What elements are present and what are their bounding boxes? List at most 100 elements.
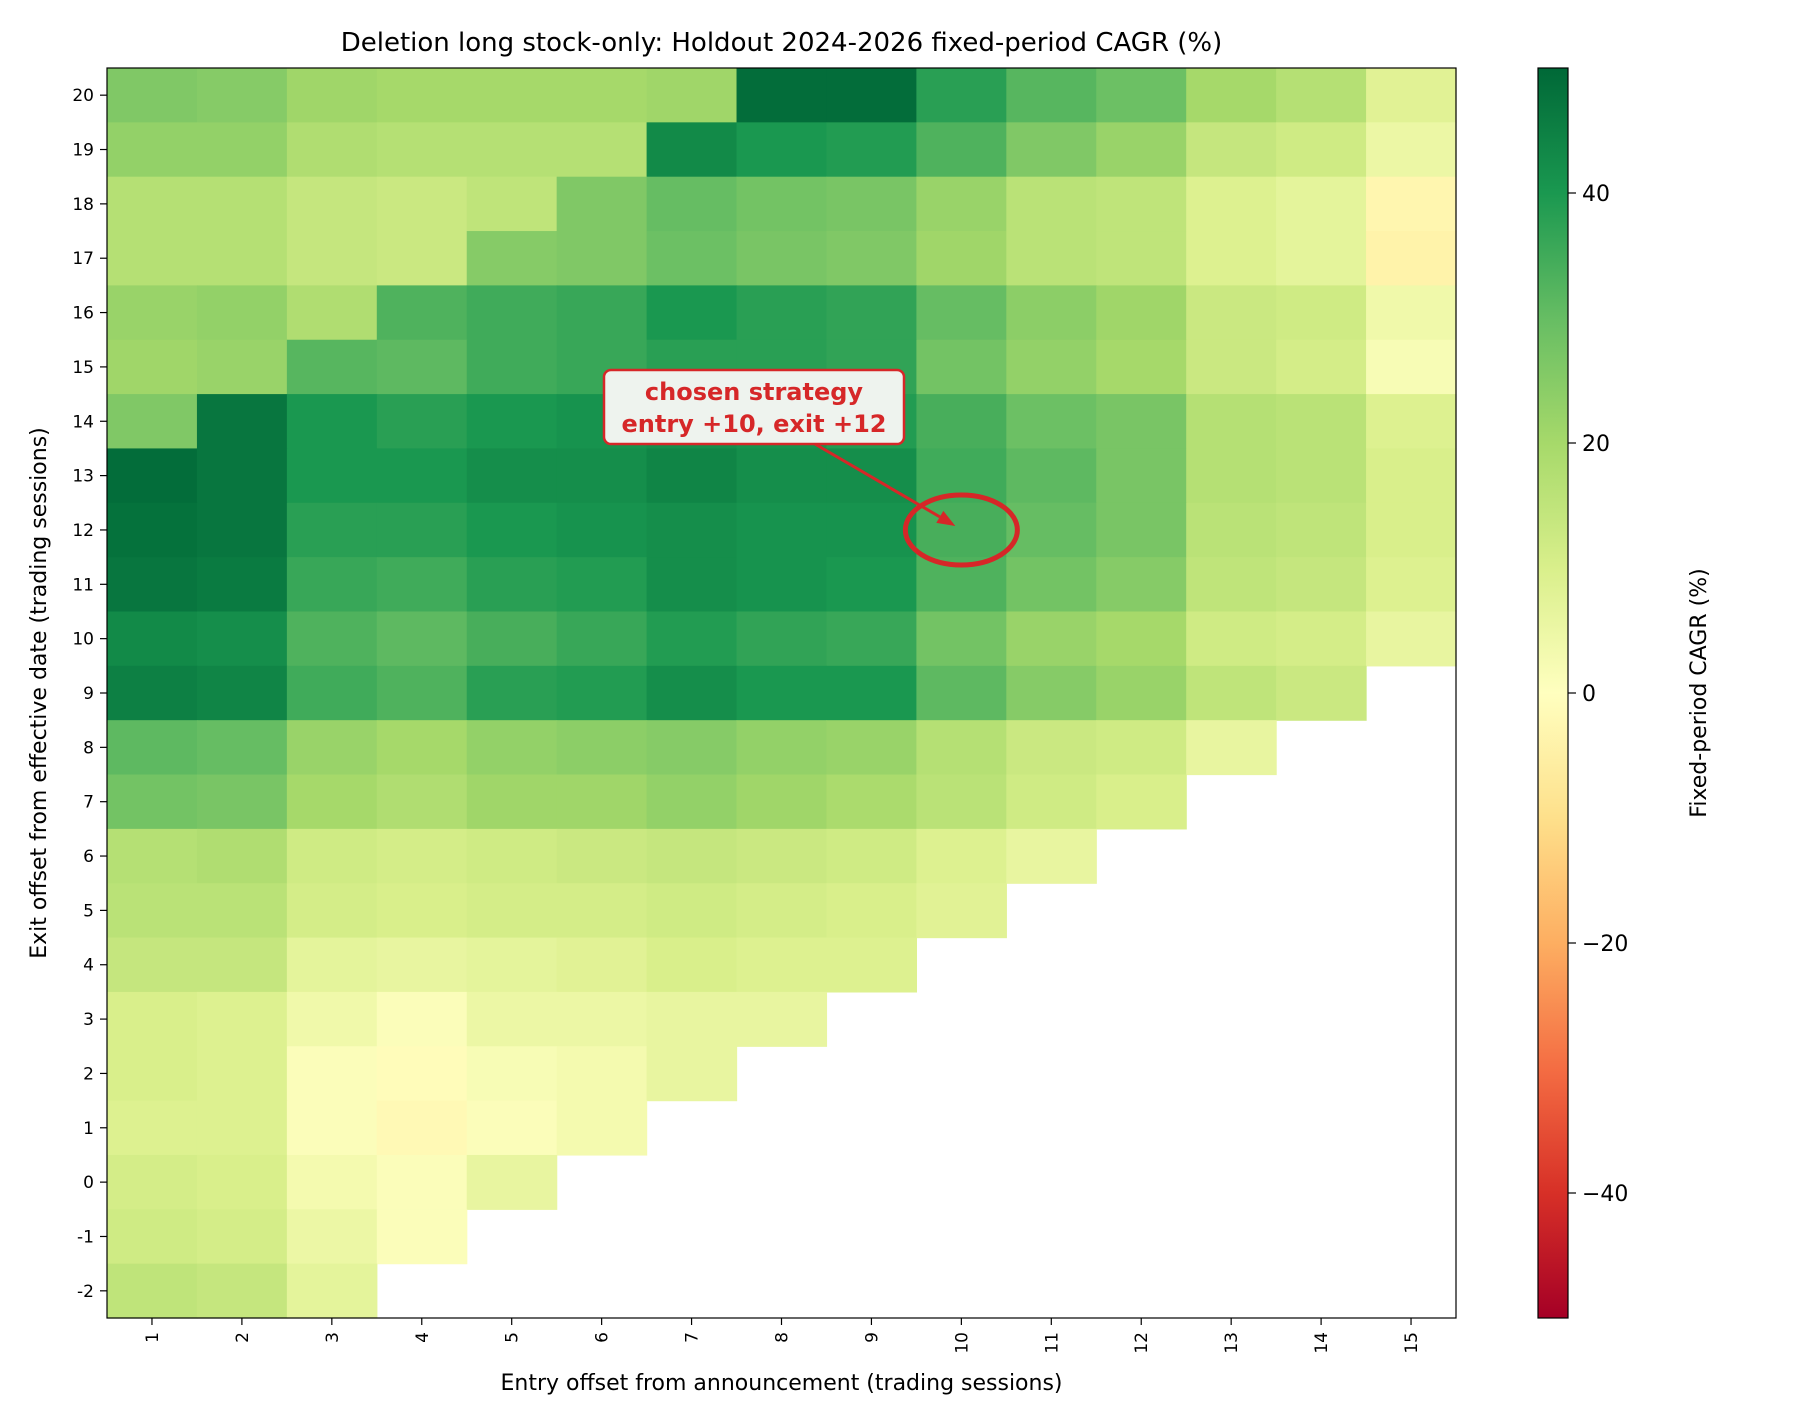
x-tick-label: 9 [862,1332,882,1343]
heatmap-cell [286,285,378,341]
heatmap-cell [107,611,198,667]
heatmap-cell [196,285,288,341]
y-tick-label: 15 [72,358,94,378]
heatmap-cell [1006,394,1097,450]
heatmap-cell [1276,557,1367,613]
heatmap-cell [736,720,828,776]
heatmap-cell [646,68,738,123]
heatmap-cell [376,394,468,450]
heatmap-cell [556,231,648,286]
heatmap-cell [1186,122,1277,178]
colorbar-ticks: 40 20 0 −20 −40 [1568,182,1628,1207]
heatmap-cell [107,1263,198,1319]
heatmap-cell [1186,285,1277,341]
heatmap-cell [826,68,917,123]
heatmap-cell [107,1154,198,1210]
heatmap-cell [736,502,828,558]
heatmap-cell [376,883,468,939]
heatmap-cell [286,394,378,450]
heatmap-cell [1366,611,1457,667]
heatmap-cell [1276,122,1367,178]
heatmap-cell [107,448,198,504]
x-axis-ticks: 1 2 3 4 5 6 7 8 9 10 11 12 13 14 15 [143,1318,1422,1354]
heatmap-cell [1276,176,1367,232]
heatmap-cell [1006,285,1097,341]
heatmap-cell [916,394,1007,450]
heatmap-cell [466,68,558,123]
heatmap-cell [376,557,468,613]
heatmap-cell [556,176,648,232]
heatmap-cell [736,448,828,504]
heatmap-cell [646,774,738,830]
heatmap-cell [1186,557,1277,613]
heatmap-cell [196,122,288,178]
heatmap-cell [736,231,828,286]
heatmap-cell [376,1209,468,1265]
heatmap-cell [556,502,648,558]
heatmap-cell [826,231,917,286]
y-tick-label: 10 [72,630,94,650]
heatmap-cell [107,937,198,993]
heatmap-cell [916,720,1007,776]
y-axis-label: Exit offset from effective date (trading… [27,427,52,958]
heatmap-cell [916,122,1007,178]
heatmap-cell [1096,285,1187,341]
heatmap-cell [107,68,198,123]
heatmap-cell [556,937,648,993]
y-tick-label: 5 [83,901,94,921]
heatmap-cell [286,502,378,558]
heatmap-cell [286,611,378,667]
heatmap-cell [107,774,198,830]
heatmap-cell [1096,774,1187,830]
heatmap-cell [1186,448,1277,504]
heatmap-cell [196,665,288,721]
heatmap-cell [107,1046,198,1102]
heatmap-cell [107,394,198,450]
y-tick-label: 13 [72,467,94,487]
heatmap-cell [556,557,648,613]
heatmap-cell [466,611,558,667]
heatmap-cell [196,937,288,993]
y-tick-label: 9 [83,684,94,704]
heatmap-cell [286,720,378,776]
x-tick-label: 3 [323,1332,343,1343]
heatmap-cell [1366,122,1457,178]
annotation-arrow [814,442,941,519]
heatmap-cell [826,122,917,178]
heatmap-cell [466,1100,558,1156]
heatmap-cell [1096,502,1187,558]
heatmap-cell [376,339,468,395]
heatmap-cell [826,720,917,776]
heatmap-cell [466,883,558,939]
y-tick-label: 17 [72,249,94,269]
heatmap-cell [196,720,288,776]
heatmap-cell [1006,176,1097,232]
heatmap-cell [1366,502,1457,558]
heatmap-cell [826,176,917,232]
heatmap-cell [286,665,378,721]
heatmap-cell [1366,394,1457,450]
heatmap-cell [376,991,468,1047]
heatmap-cell [736,611,828,667]
heatmap-cell [646,122,738,178]
heatmap-cell [1006,339,1097,395]
heatmap-cell [1096,720,1187,776]
heatmap-cell [916,883,1007,939]
heatmap-cell [376,1046,468,1102]
annotation-line-2: entry +10, exit +12 [622,410,887,438]
heatmap-cell [736,991,828,1047]
heatmap-cell [376,828,468,884]
heatmap-cell [1186,176,1277,232]
heatmap-cell [736,68,828,123]
heatmap-cell [556,1100,648,1156]
x-axis-label: Entry offset from announcement (trading … [500,1371,1062,1396]
heatmap-cell [556,991,648,1047]
heatmap-cell [1276,665,1367,721]
heatmap-cell [1096,611,1187,667]
heatmap-cell [107,231,198,286]
heatmap-cell [916,611,1007,667]
heatmap-cell [646,448,738,504]
heatmap-cell [556,828,648,884]
heatmap-cell [1096,448,1187,504]
